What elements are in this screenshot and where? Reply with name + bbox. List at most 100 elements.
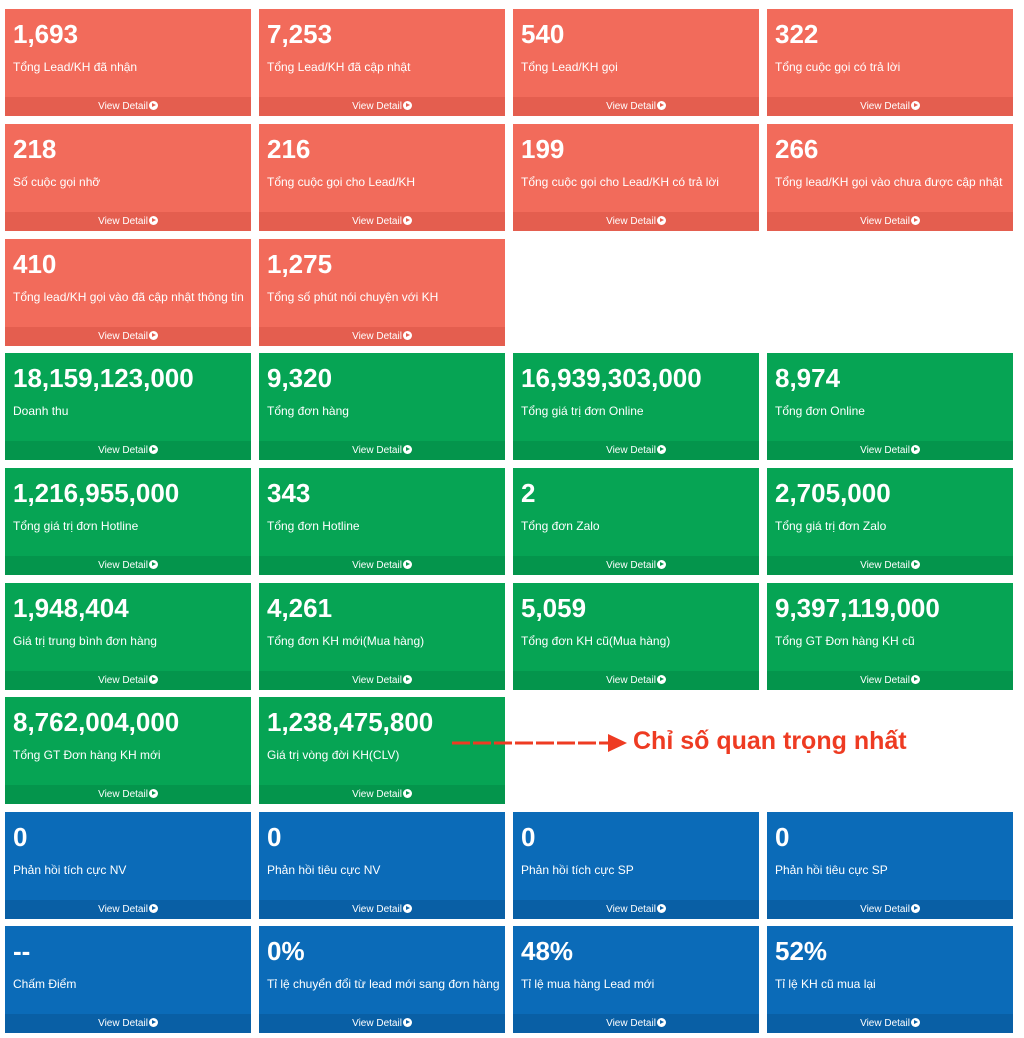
view-detail-link[interactable]: View Detail [767,441,1013,460]
arrow-circle-right-icon [910,1018,920,1027]
view-detail-link[interactable]: View Detail [5,441,251,460]
stat-card-hotline-order-value: 1,216,955,000 Tổng giá trị đơn Hotline V… [5,468,251,575]
arrow-circle-right-icon [402,1018,412,1027]
stat-label: Giá trị vòng đời KH(CLV) [267,748,400,762]
view-detail-link[interactable]: View Detail [259,785,505,804]
view-detail-link[interactable]: View Detail [5,785,251,804]
arrow-circle-right-icon [148,675,158,684]
view-detail-link[interactable]: View Detail [259,1014,505,1033]
arrow-circle-right-icon [910,904,920,913]
view-detail-label: View Detail [352,560,402,571]
stat-card-inbound-updated: 410 Tổng lead/KH gọi vào đã cập nhật thô… [5,239,251,346]
stat-card-positive-staff-feedback: 0 Phản hồi tích cực NV View Detail [5,812,251,919]
stat-value: 5,059 [521,593,587,623]
stat-label: Tổng lead/KH gọi vào chưa được cập nhật [775,175,1003,189]
stat-label: Tỉ lệ chuyển đổi từ lead mới sang đơn hà… [267,977,500,991]
stat-card-calls-to-leads-answered: 199 Tổng cuộc gọi cho Lead/KH có trả lời… [513,124,759,231]
view-detail-label: View Detail [98,445,148,456]
view-detail-link[interactable]: View Detail [5,900,251,919]
arrow-circle-right-icon [402,216,412,225]
view-detail-link[interactable]: View Detail [513,97,759,116]
arrow-circle-right-icon [148,560,158,569]
view-detail-label: View Detail [606,904,656,915]
view-detail-link[interactable]: View Detail [767,1014,1013,1033]
stat-value: -- [13,936,31,966]
stat-card-inbound-not-updated: 266 Tổng lead/KH gọi vào chưa được cập n… [767,124,1013,231]
stat-card-leads-called: 540 Tổng Lead/KH gọi View Detail [513,9,759,116]
view-detail-label: View Detail [606,675,656,686]
view-detail-link[interactable]: View Detail [767,900,1013,919]
stat-value: 2,705,000 [775,478,891,508]
view-detail-label: View Detail [606,1018,656,1029]
stat-value: 343 [267,478,311,508]
view-detail-link[interactable]: View Detail [5,556,251,575]
stat-card-leads-updated: 7,253 Tổng Lead/KH đã cập nhật View Deta… [259,9,505,116]
stat-value: 218 [13,134,57,164]
stat-value: 16,939,303,000 [521,363,702,393]
view-detail-link[interactable]: View Detail [513,900,759,919]
stat-card-lead-conversion-rate: 0% Tỉ lệ chuyển đổi từ lead mới sang đơn… [259,926,505,1033]
view-detail-label: View Detail [860,560,910,571]
arrow-circle-right-icon [910,216,920,225]
stat-value: 540 [521,19,565,49]
view-detail-link[interactable]: View Detail [5,1014,251,1033]
annotation-callout: Chỉ số quan trọng nhất [452,722,972,766]
view-detail-link[interactable]: View Detail [5,327,251,346]
view-detail-link[interactable]: View Detail [259,97,505,116]
stat-value: 4,261 [267,593,333,623]
stat-card-missed-calls: 218 Số cuộc gọi nhỡ View Detail [5,124,251,231]
stat-value: 0% [267,936,305,966]
stat-value: 0 [521,822,536,852]
stat-card-customer-lifetime-value: 1,238,475,800 Giá trị vòng đời KH(CLV) V… [259,697,505,804]
view-detail-link[interactable]: View Detail [259,671,505,690]
view-detail-label: View Detail [352,216,402,227]
view-detail-link[interactable]: View Detail [5,97,251,116]
view-detail-link[interactable]: View Detail [513,556,759,575]
stat-label: Tổng Lead/KH đã nhận [13,60,138,74]
view-detail-label: View Detail [606,560,656,571]
stat-card-new-customer-orders: 4,261 Tổng đơn KH mới(Mua hàng) View Det… [259,583,505,690]
view-detail-link[interactable]: View Detail [259,212,505,231]
view-detail-link[interactable]: View Detail [767,556,1013,575]
arrow-circle-right-icon [910,445,920,454]
view-detail-link[interactable]: View Detail [5,671,251,690]
stat-card-scoring: -- Chấm Điểm View Detail [5,926,251,1033]
view-detail-link[interactable]: View Detail [767,97,1013,116]
view-detail-label: View Detail [606,216,656,227]
stat-card-returning-customer-orders: 5,059 Tổng đơn KH cũ(Mua hàng) View Deta… [513,583,759,690]
arrow-circle-right-icon [402,101,412,110]
view-detail-link[interactable]: View Detail [767,671,1013,690]
view-detail-link[interactable]: View Detail [513,441,759,460]
stat-card-positive-product-feedback: 0 Phản hồi tích cực SP View Detail [513,812,759,919]
view-detail-link[interactable]: View Detail [513,212,759,231]
stat-value: 266 [775,134,819,164]
view-detail-label: View Detail [98,1018,148,1029]
stat-card-online-orders: 8,974 Tổng đơn Online View Detail [767,353,1013,460]
view-detail-label: View Detail [352,101,402,112]
arrow-circle-right-icon [656,101,666,110]
view-detail-link[interactable]: View Detail [5,212,251,231]
view-detail-link[interactable]: View Detail [513,1014,759,1033]
stat-value: 8,974 [775,363,841,393]
view-detail-link[interactable]: View Detail [767,212,1013,231]
view-detail-label: View Detail [98,560,148,571]
view-detail-link[interactable]: View Detail [259,441,505,460]
arrow-circle-right-icon [148,445,158,454]
stat-value: 18,159,123,000 [13,363,194,393]
view-detail-label: View Detail [860,904,910,915]
view-detail-link[interactable]: View Detail [259,327,505,346]
stat-label: Tỉ lệ KH cũ mua lại [775,977,876,991]
view-detail-label: View Detail [352,331,402,342]
arrow-circle-right-icon [148,216,158,225]
arrow-circle-right-icon [910,675,920,684]
stat-label: Tổng giá trị đơn Online [521,404,644,418]
stat-value: 52% [775,936,828,966]
stat-value: 2 [521,478,536,508]
arrow-circle-right-icon [402,331,412,340]
view-detail-link[interactable]: View Detail [513,671,759,690]
view-detail-label: View Detail [98,101,148,112]
view-detail-link[interactable]: View Detail [259,900,505,919]
stat-label: Tổng Lead/KH đã cập nhật [267,60,411,74]
view-detail-link[interactable]: View Detail [259,556,505,575]
